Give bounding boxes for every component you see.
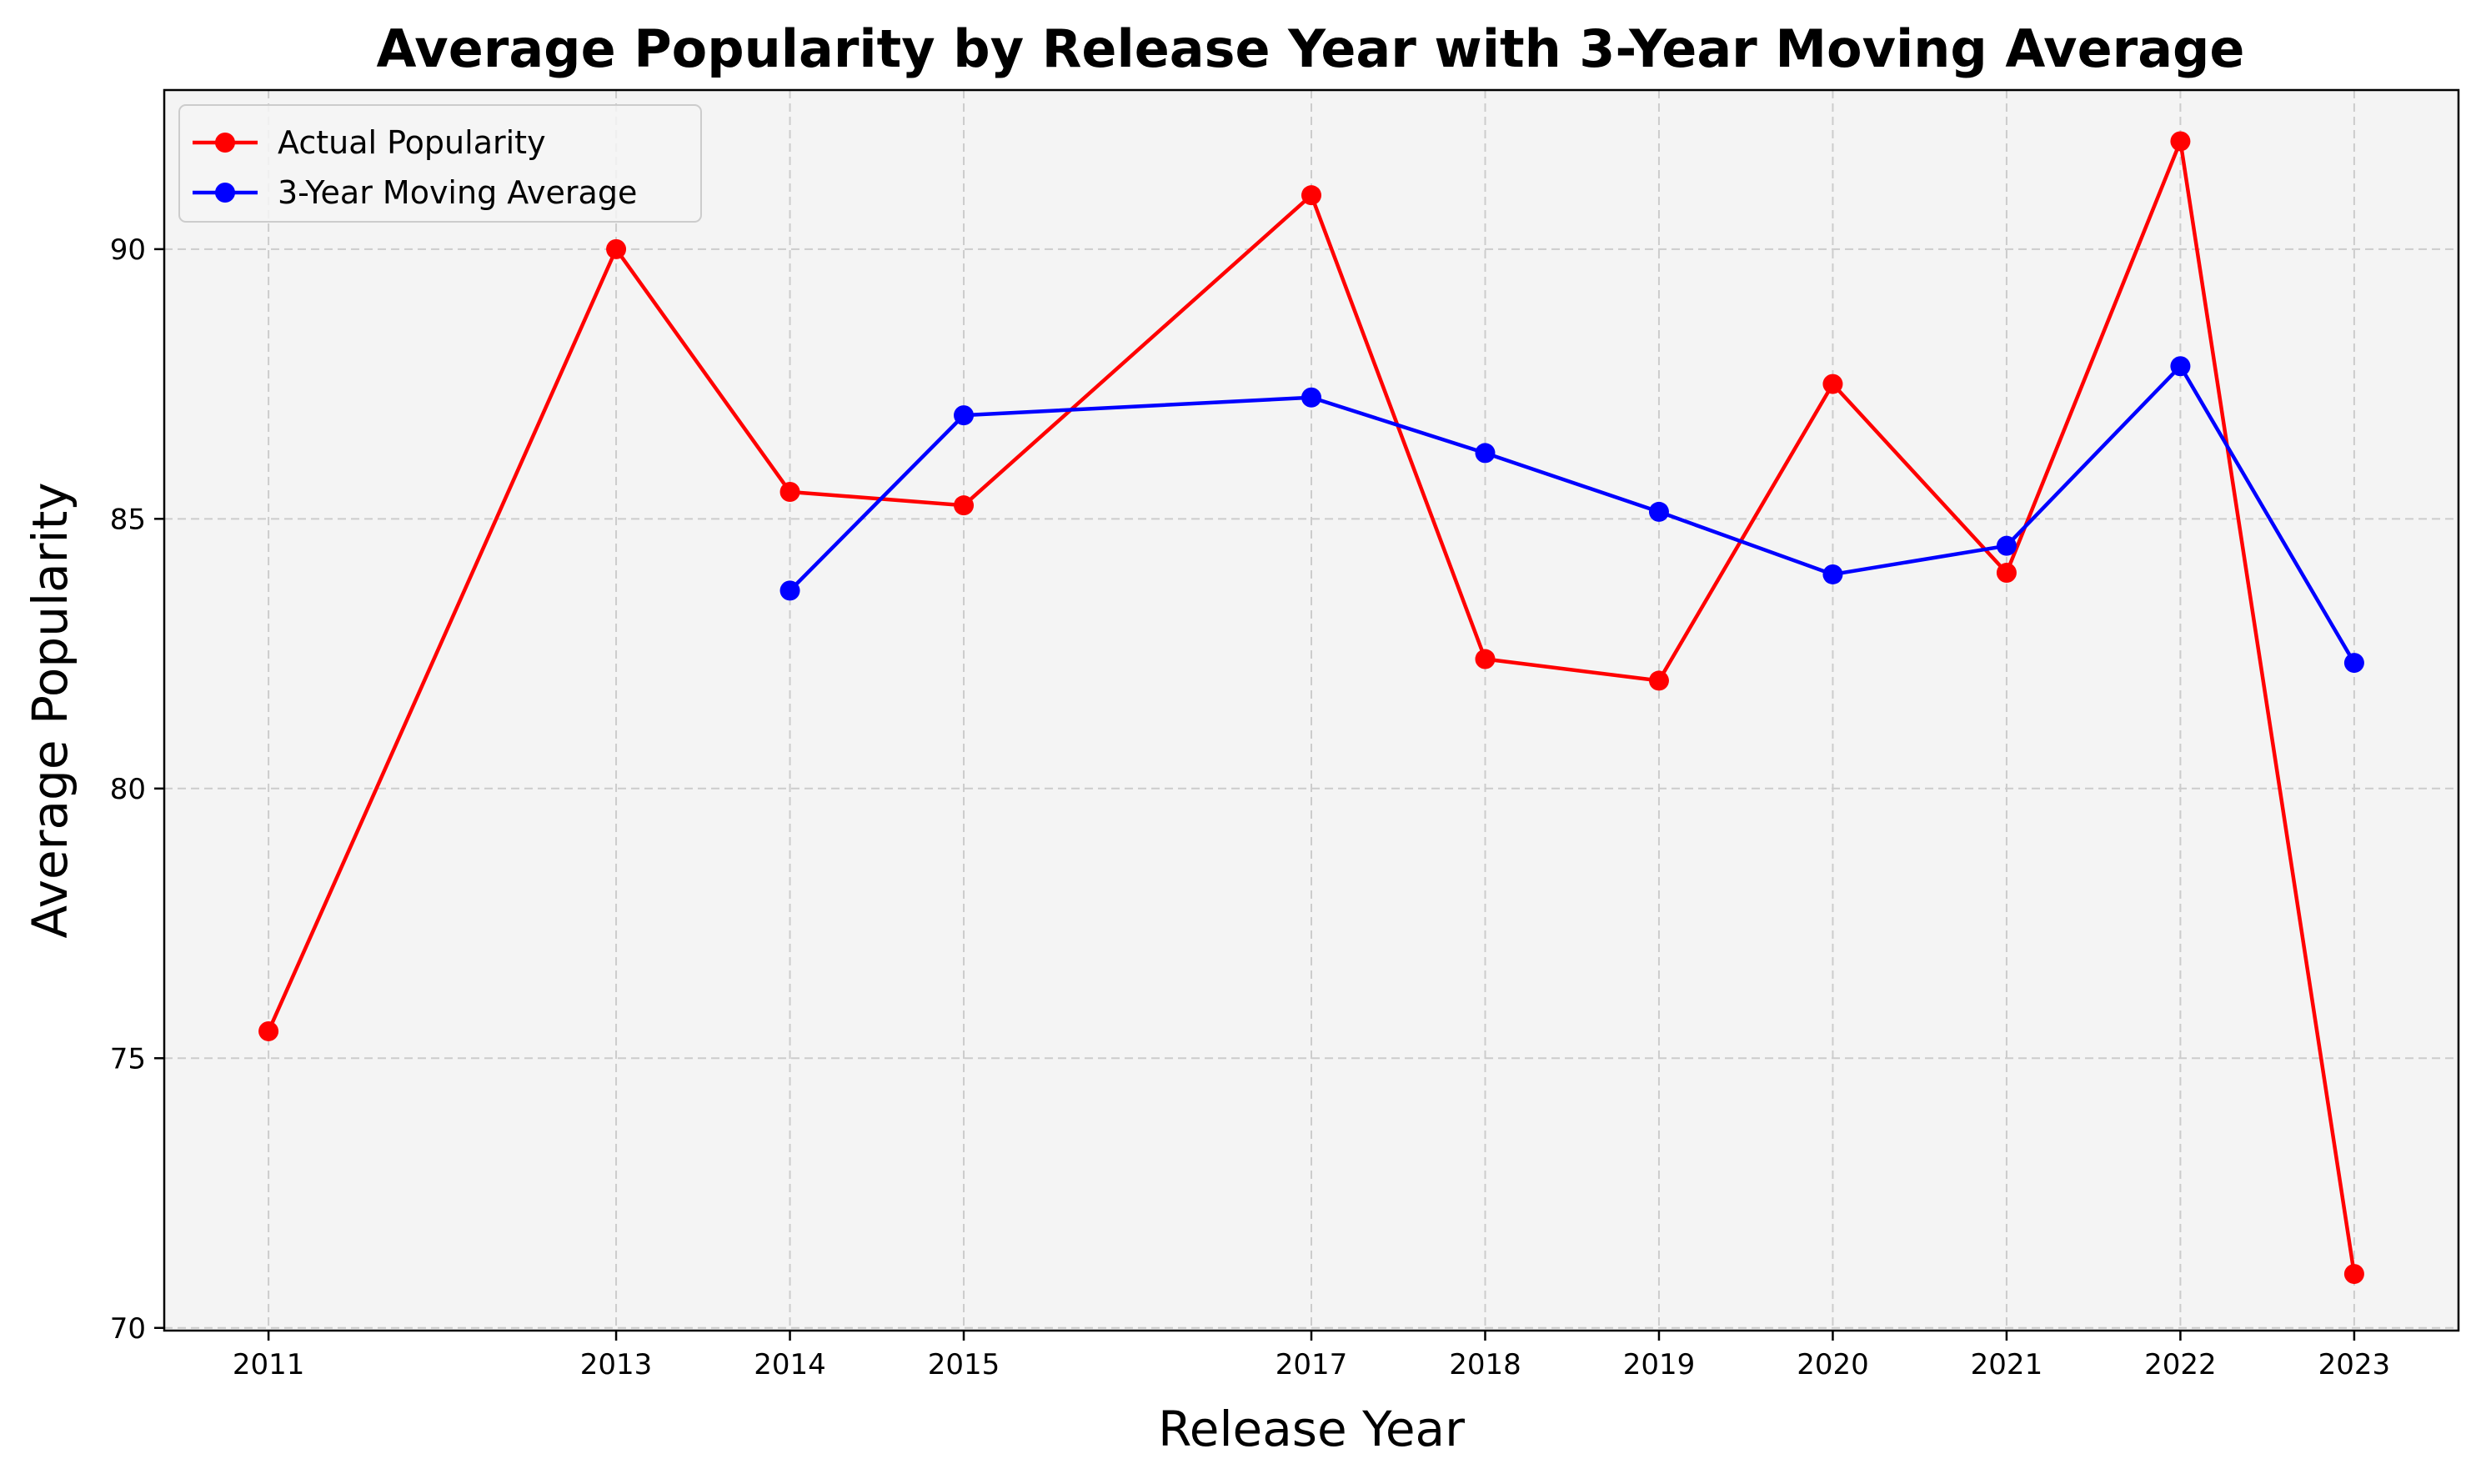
legend-swatch-marker <box>215 183 235 203</box>
data-point <box>1996 535 2017 556</box>
data-point <box>2170 131 2191 152</box>
grid <box>164 90 2458 1331</box>
x-axis-ticks: 2011 2013 2014 2015 2017 2018 2019 2020 2021 2022… <box>233 1331 2390 1381</box>
data-point <box>1301 185 1321 206</box>
data-point <box>2343 1264 2364 1285</box>
series-moving-average <box>779 356 2364 674</box>
data-point <box>1648 670 1669 691</box>
y-tick-label: 90 <box>110 233 146 267</box>
data-point <box>1996 563 2017 584</box>
y-axis-label: Average Popularity <box>22 482 78 938</box>
data-point <box>1301 387 1321 408</box>
y-tick-label: 80 <box>110 773 146 806</box>
legend-item: Actual Popularity <box>193 124 546 161</box>
x-tick-label: 2014 <box>754 1348 826 1381</box>
data-point <box>1822 374 1843 394</box>
x-tick-label: 2015 <box>928 1348 1000 1381</box>
data-point <box>779 580 800 601</box>
y-tick-label: 85 <box>110 503 146 536</box>
x-tick-label: 2017 <box>1276 1348 1348 1381</box>
legend: Actual Popularity 3-Year Moving Average <box>178 104 702 223</box>
data-point <box>1648 501 1669 522</box>
y-axis-ticks: 70 75 80 85 90 <box>110 233 164 1346</box>
x-tick-label: 2021 <box>1971 1348 2043 1381</box>
data-point <box>2343 653 2364 674</box>
y-tick-label: 70 <box>110 1312 146 1346</box>
x-axis-label: Release Year <box>1158 1401 1465 1457</box>
x-tick-label: 2020 <box>1797 1348 1869 1381</box>
data-point <box>1822 564 1843 584</box>
data-point <box>2170 356 2191 377</box>
data-point <box>258 1020 279 1041</box>
legend-box <box>178 104 702 223</box>
legend-label: 3-Year Moving Average <box>278 174 637 211</box>
chart-title: Average Popularity by Release Year with … <box>377 18 2245 79</box>
data-point <box>606 238 627 259</box>
legend-item: 3-Year Moving Average <box>193 174 637 211</box>
legend-label: Actual Popularity <box>278 124 546 161</box>
y-tick-label: 75 <box>110 1042 146 1075</box>
series-layer <box>258 131 2364 1285</box>
x-tick-label: 2013 <box>580 1348 653 1381</box>
x-tick-label: 2019 <box>1623 1348 1696 1381</box>
data-point <box>954 495 975 516</box>
x-tick-label: 2018 <box>1449 1348 1521 1381</box>
x-tick-label: 2011 <box>233 1348 305 1381</box>
x-tick-label: 2022 <box>2144 1348 2217 1381</box>
data-point <box>954 405 975 426</box>
data-point <box>1475 649 1496 669</box>
x-tick-label: 2023 <box>2318 1348 2391 1381</box>
data-point <box>1475 443 1496 464</box>
series-actual-popularity <box>258 131 2364 1285</box>
legend-swatch-marker <box>215 133 235 153</box>
data-point <box>779 481 800 502</box>
